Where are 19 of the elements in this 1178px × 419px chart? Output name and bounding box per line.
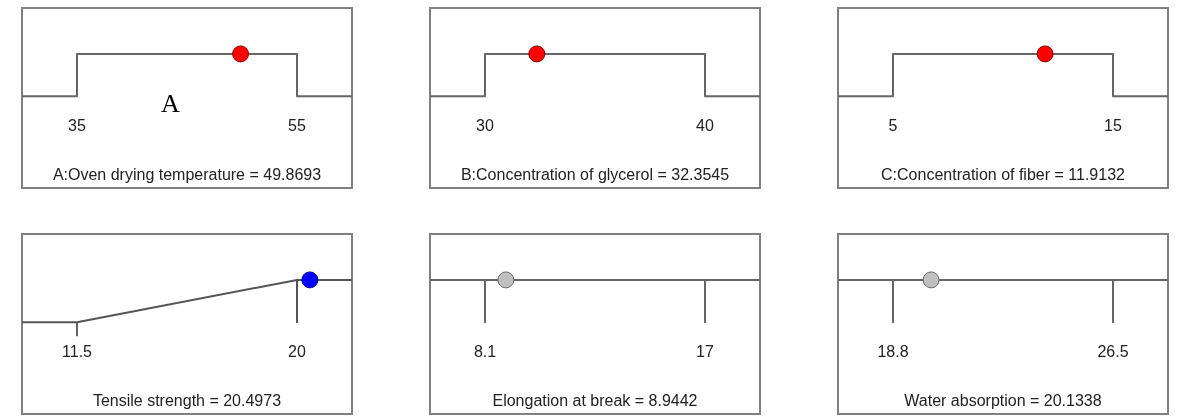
x-tick-label: 18.8	[877, 343, 909, 360]
x-axis-title: C:Concentration of fiber = 11.9132	[881, 166, 1126, 183]
x-axis-title: Elongation at break = 8.9442	[492, 392, 698, 409]
x-tick-label: 15	[1104, 117, 1122, 134]
x-tick-label: 55	[288, 117, 306, 134]
x-tick-label: 11.5	[62, 343, 93, 360]
x-axis-title: B:Concentration of glycerol = 32.3545	[460, 166, 730, 183]
x-tick-label: 30	[476, 117, 494, 134]
x-tick-label: 17	[696, 343, 714, 360]
x-tick-label: 26.5	[1097, 343, 1129, 360]
x-tick-label: 20	[288, 343, 306, 360]
x-axis-title: A:Oven drying temperature = 49.8693	[52, 166, 322, 183]
x-tick-label: 35	[68, 117, 86, 134]
x-axis-title: Water absorption = 20.1338	[904, 392, 1102, 409]
x-tick-label: 8.1	[473, 343, 497, 360]
annotation: A	[161, 88, 181, 118]
x-axis-title: Tensile strength = 20.4973	[92, 392, 282, 409]
x-tick-label: 5	[888, 117, 898, 134]
x-tick-label: 40	[696, 117, 714, 134]
